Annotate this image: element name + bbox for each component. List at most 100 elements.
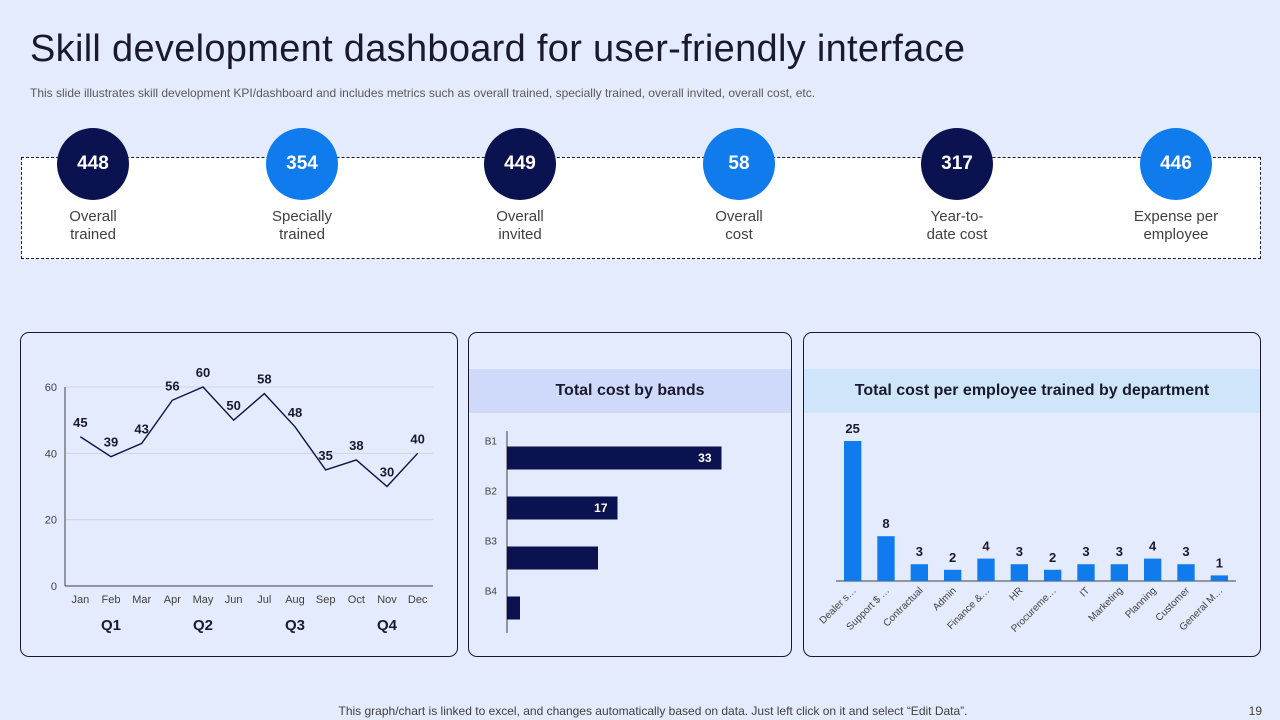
x-tick-label: Jul: [257, 594, 271, 606]
kpi-label: Overall invited: [496, 208, 544, 243]
bar: [507, 446, 722, 470]
bands-chart: B1 33 B2 17 B3 B4: [485, 431, 722, 633]
kpi-overall-trained: 448 Overall trained: [13, 128, 173, 244]
data-label: 50: [226, 398, 240, 413]
bar: [910, 564, 928, 581]
data-label: 35: [318, 448, 332, 463]
y-tick-label: 40: [45, 448, 57, 460]
bar: [977, 558, 995, 581]
bar: [1110, 564, 1128, 581]
data-label: 33: [698, 451, 712, 465]
data-label: 56: [165, 378, 179, 393]
bar: [507, 546, 598, 570]
bar: [944, 569, 962, 581]
footer-note: This graph/chart is linked to excel, and…: [338, 704, 968, 718]
category-label: Marketing: [1087, 585, 1126, 624]
category-label: B2: [485, 487, 498, 498]
data-label: 45: [73, 415, 87, 430]
bar: [1144, 558, 1162, 581]
x-tick-label: Nov: [377, 594, 397, 606]
kpi-label: Year-to-date cost: [926, 208, 988, 243]
kpi-circle: 449: [484, 128, 556, 200]
data-label: 40: [410, 431, 424, 446]
bar: [1010, 564, 1028, 581]
x-tick-label: Jun: [225, 594, 243, 606]
kpi-circle: 448: [57, 128, 129, 200]
x-tick-label: Dec: [408, 594, 428, 606]
quarter-label: Q2: [193, 617, 213, 634]
kpi-label: Overall trained: [69, 208, 117, 243]
bar: [507, 596, 520, 620]
kpi-overall-invited: 449 Overall invited: [440, 128, 600, 244]
y-tick-label: 0: [51, 581, 57, 593]
data-label: 30: [380, 465, 394, 480]
data-label: 3: [1082, 544, 1089, 559]
data-label: 38: [349, 438, 363, 453]
data-label: 2: [949, 550, 956, 565]
category-label: HR: [1007, 585, 1025, 603]
x-tick-label: Mar: [132, 594, 151, 606]
y-tick-label: 20: [45, 515, 57, 527]
category-label: B3: [485, 537, 498, 548]
page-title: Skill development dashboard for user-fri…: [30, 28, 966, 70]
bar: [877, 536, 895, 581]
quarter-label: Q3: [285, 617, 305, 634]
bar: [1044, 569, 1062, 581]
kpi-circle: 354: [266, 128, 338, 200]
data-label: 4: [982, 539, 990, 554]
data-label: 25: [845, 421, 859, 436]
data-label: 4: [1149, 539, 1157, 554]
y-tick-label: 60: [45, 382, 57, 394]
bands-chart-title: Total cost by bands: [469, 369, 791, 413]
data-label: 60: [196, 365, 210, 380]
series-line: [79, 386, 419, 488]
line-chart: 0 20 40 60 45 Jan 39 Feb 43 Mar 56 Apr 60 May 50 Jun 58 J…: [45, 365, 433, 634]
category-label: IT: [1078, 585, 1092, 599]
data-label: 43: [134, 421, 148, 436]
x-tick-label: Oct: [348, 594, 365, 606]
kpi-overall-cost: 58 Overall cost: [659, 128, 819, 244]
data-label: 58: [257, 372, 271, 387]
department-chart-panel: Total cost per employee trained by depar…: [803, 332, 1261, 657]
kpi-ytd-cost: 317 Year-to-date cost: [877, 128, 1037, 244]
line-chart-panel: 0 20 40 60 45 Jan 39 Feb 43 Mar 56 Apr 60 May 50 Jun 58 J…: [20, 332, 458, 657]
bar: [1210, 575, 1228, 581]
quarter-label: Q1: [101, 617, 121, 634]
data-label: 48: [288, 405, 302, 420]
kpi-label: Specially trained: [271, 208, 333, 243]
x-tick-label: Apr: [164, 594, 181, 606]
data-label: 39: [104, 435, 118, 450]
kpi-strip: [21, 157, 1261, 259]
data-label: 17: [594, 501, 608, 515]
page-subtitle: This slide illustrates skill development…: [30, 86, 816, 100]
data-label: 1: [1216, 555, 1223, 570]
kpi-label: Expense per employee: [1133, 208, 1219, 243]
data-label: 8: [882, 516, 889, 531]
page-number: 19: [1248, 704, 1262, 718]
kpi-circle: 58: [703, 128, 775, 200]
bar: [1077, 564, 1095, 581]
data-label: 3: [1116, 544, 1123, 559]
data-label: 2: [1049, 550, 1056, 565]
quarter-label: Q4: [377, 617, 398, 634]
x-tick-label: Aug: [285, 594, 305, 606]
category-label: B1: [485, 437, 498, 448]
x-tick-label: May: [193, 594, 214, 606]
kpi-expense-per-employee: 446 Expense per employee: [1096, 128, 1256, 244]
bands-chart-panel: Total cost by bands B1 33 B2 17 B3 B4: [468, 332, 792, 657]
bar: [1177, 564, 1195, 581]
kpi-label: Overall cost: [715, 208, 763, 243]
data-label: 3: [1016, 544, 1023, 559]
department-chart-title: Total cost per employee trained by depar…: [804, 369, 1260, 413]
kpi-circle: 317: [921, 128, 993, 200]
data-label: 3: [916, 544, 923, 559]
data-label: 3: [1182, 544, 1189, 559]
x-tick-label: Sep: [316, 594, 336, 606]
x-tick-label: Feb: [102, 594, 121, 606]
category-label: Admin: [931, 585, 959, 613]
category-label: B4: [485, 587, 498, 598]
x-tick-label: Jan: [71, 594, 89, 606]
bar: [507, 496, 618, 520]
kpi-circle: 446: [1140, 128, 1212, 200]
